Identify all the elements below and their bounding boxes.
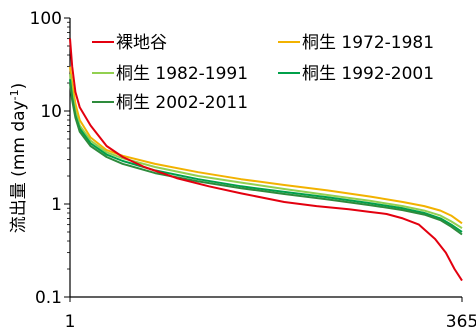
y-axis-title: 流出量 (mm day-1) [8,83,30,233]
legend: 裸地谷 桐生 1972-1981 桐生 1982-1991 桐生 1992-2001 桐… [92,33,434,113]
legend-label: 桐生 2002-2011 [116,93,248,113]
series-line-2 [69,66,463,225]
series-line-5 [69,82,463,236]
y-tick-label: 1 [51,195,62,215]
y-tick-label: 0.1 [35,288,62,308]
y-axis-title-close: ) [9,83,29,90]
x-tick-label: 1 [65,312,76,331]
series-layer [69,38,463,282]
y-axis-title-main: 流出量 (mm day [9,100,29,233]
legend-label: 桐生 1992-2001 [302,64,434,84]
legend-label: 桐生 1972-1981 [302,33,434,53]
y-axis-title-superscript: -1 [8,89,21,100]
plot-area [64,17,463,302]
y-tick-label: 100 [30,9,62,29]
series-line-1 [69,38,463,282]
series-line-3 [69,73,463,229]
legend-label: 桐生 1982-1991 [116,64,248,84]
y-tick-label: 10 [40,102,62,122]
legend-label: 裸地谷 [116,33,167,53]
x-tick-label: 365 [446,312,476,331]
